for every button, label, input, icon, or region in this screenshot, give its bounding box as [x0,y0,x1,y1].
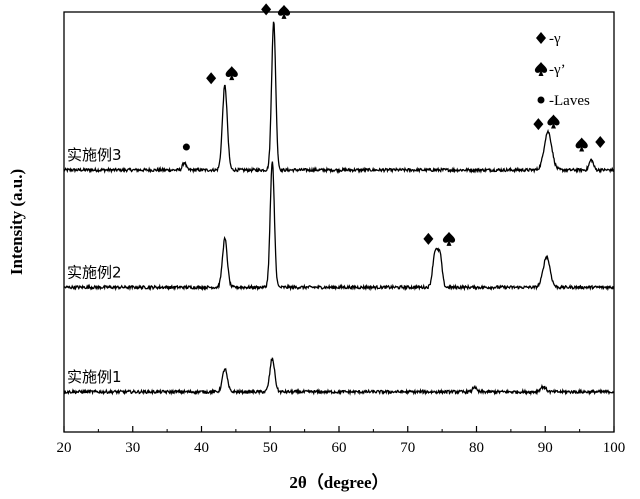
spade-marker [442,231,456,246]
x-tick-label: 70 [400,440,415,456]
x-tick-label: 80 [469,440,484,456]
spade-marker [575,137,588,152]
x-tick-label: 40 [194,440,209,456]
x-tick-label: 50 [263,440,278,456]
spade-marker [277,4,291,19]
spade-marker [225,66,238,81]
x-axis-label: 2θ（degree） [289,472,388,492]
diamond-marker [261,3,272,16]
x-tick-label: 90 [538,440,553,456]
legend-label: -Laves [549,93,590,109]
series-line [63,357,615,396]
x-tick-label: 20 [57,440,72,456]
x-axis-ticks: 20 30 40 50 60 70 80 90 100 [57,426,626,456]
diamond-marker [533,118,544,131]
legend: -γ -γ’ -Laves [534,31,590,109]
circle-marker [182,143,190,151]
series-line [63,161,615,292]
series-labels: 实施例3 实施例2 实施例1 [67,146,122,386]
x-tick-label: 100 [603,440,626,456]
spade-marker [547,114,560,129]
curves [63,21,615,396]
legend-label: -γ’ [549,62,566,78]
peak-annotations [182,3,606,246]
legend-spade-marker [534,62,548,76]
x-tick-label: 60 [332,440,347,456]
diamond-marker [206,72,217,85]
legend-diamond-marker [536,32,546,44]
series-line [63,21,615,175]
legend-label: -γ [549,31,561,47]
series-label: 实施例3 [67,146,122,164]
y-axis-label: Intensity (a.u.) [7,169,26,275]
legend-circle-marker [537,96,545,104]
x-tick-label: 30 [125,440,140,456]
series-label: 实施例1 [67,368,122,386]
plot-frame [63,11,615,433]
series-label: 实施例2 [67,263,122,281]
diamond-marker [423,232,434,245]
diamond-marker [595,135,606,148]
